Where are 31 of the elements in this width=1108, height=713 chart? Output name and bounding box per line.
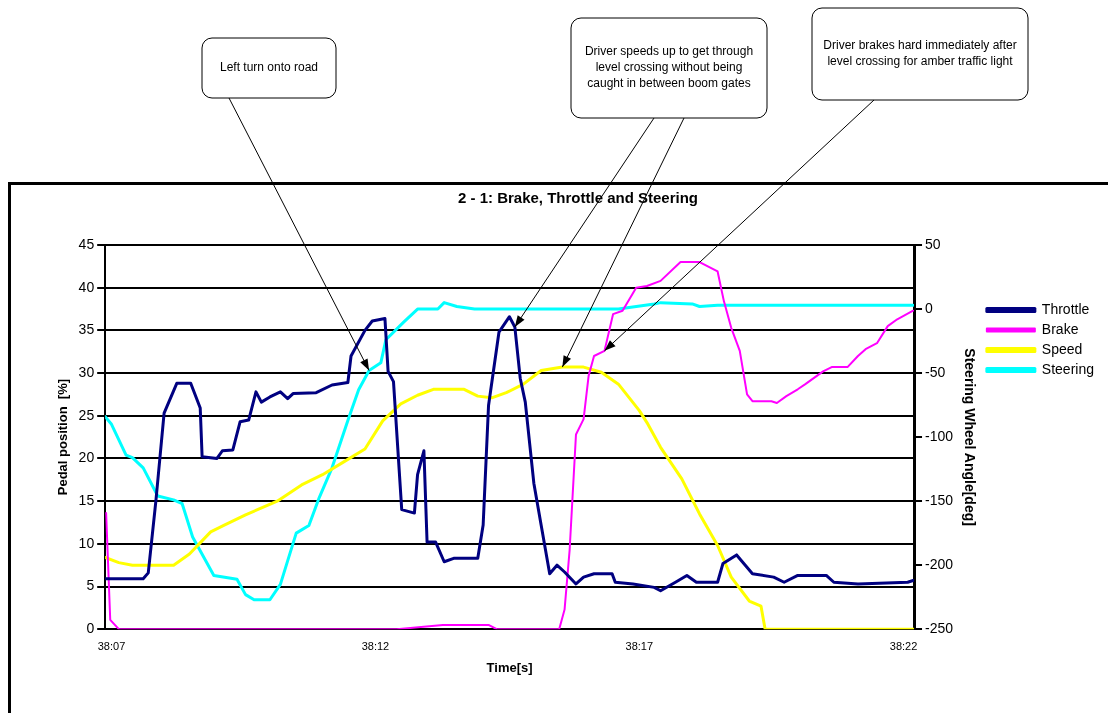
legend-label: Throttle xyxy=(1041,300,1090,317)
y2-tick-label: 0 xyxy=(925,299,934,316)
y-tick-label: 10 xyxy=(78,534,95,551)
y-tick-label: 5 xyxy=(86,577,95,594)
x-axis-title: Time[s] xyxy=(486,659,533,675)
text: Left turn onto road xyxy=(219,60,319,75)
x-tick-label: 38:17 xyxy=(625,639,654,652)
y-tick-label: 25 xyxy=(78,406,95,423)
y2-tick-label: -100 xyxy=(925,427,954,444)
y2-tick-label: 50 xyxy=(925,235,941,252)
y-tick-label: 0 xyxy=(86,620,95,637)
y-tick-label: 20 xyxy=(78,449,95,466)
legend-label: Steering xyxy=(1041,360,1095,377)
text: Driver speeds up to get through level crossing without being caught in between boom gates xyxy=(584,44,754,91)
y2-tick-label: -200 xyxy=(925,556,954,573)
x-tick-label: 38:12 xyxy=(361,639,390,652)
y-tick-label: 40 xyxy=(78,278,95,295)
y-tick-label: 15 xyxy=(78,491,95,508)
x-tick-label: 38:07 xyxy=(97,639,126,652)
y-tick-label: 30 xyxy=(78,363,95,380)
y2-axis-title: Steering Wheel Angle[deg] xyxy=(961,348,978,526)
y2-tick-label: -50 xyxy=(925,363,946,380)
y-axis-title: Pedal position [%] xyxy=(55,378,71,496)
x-tick-label: 38:22 xyxy=(889,639,918,652)
legend-label: Brake xyxy=(1041,320,1079,337)
y2-tick-label: -150 xyxy=(925,491,954,508)
y-tick-label: 35 xyxy=(78,321,95,338)
y2-tick-label: -250 xyxy=(925,620,954,637)
y-tick-label: 45 xyxy=(78,235,95,252)
text: Driver brakes hard immediately after level crossing for amber traffic light xyxy=(823,38,1017,69)
legend-label: Speed xyxy=(1041,340,1083,357)
